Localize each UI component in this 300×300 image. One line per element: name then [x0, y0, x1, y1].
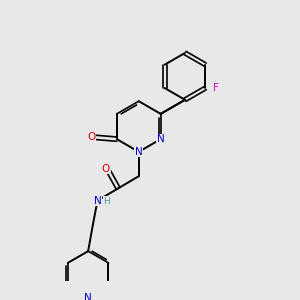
Text: N: N	[157, 134, 164, 144]
Text: O: O	[87, 132, 96, 142]
Text: N: N	[84, 293, 92, 300]
Text: F: F	[213, 83, 219, 93]
Text: N: N	[135, 147, 142, 157]
Text: O: O	[102, 164, 110, 174]
Text: N: N	[94, 196, 101, 206]
Text: H: H	[103, 197, 110, 206]
